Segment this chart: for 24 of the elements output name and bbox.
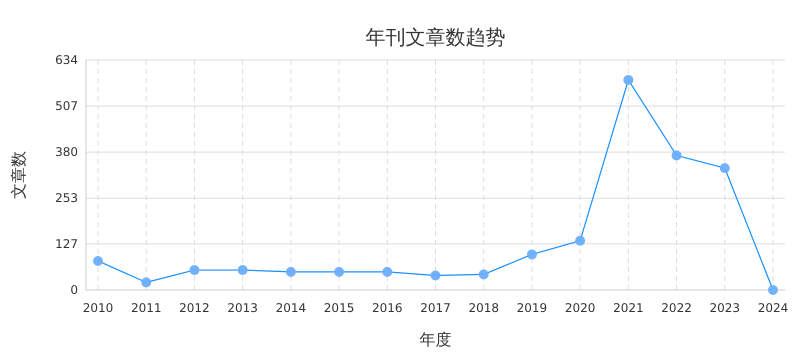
x-tick-label: 2019 xyxy=(516,301,548,315)
y-tick-label: 507 xyxy=(55,99,78,114)
y-tick-label: 127 xyxy=(55,236,78,251)
x-tick-label: 2017 xyxy=(420,301,451,315)
x-axis-title: 年度 xyxy=(420,330,452,349)
y-tick-label: 253 xyxy=(55,191,78,206)
y-tick-label: 634 xyxy=(55,53,78,67)
x-tick-label: 2022 xyxy=(661,301,692,315)
chart-title: 年刊文章数趋势 xyxy=(366,25,506,49)
x-tick-label: 2018 xyxy=(468,301,499,315)
x-tick-label: 2011 xyxy=(130,301,162,315)
x-tick-label: 2012 xyxy=(179,301,210,315)
x-tick-label: 2010 xyxy=(82,301,114,315)
x-tick-label: 2013 xyxy=(227,301,258,315)
x-tick-label: 2015 xyxy=(324,301,354,315)
x-tick-label: 2014 xyxy=(276,301,306,315)
x-tick-label: 2024 xyxy=(758,301,788,315)
x-tick-label: 2021 xyxy=(613,301,644,315)
y-tick-label: 0 xyxy=(70,283,78,297)
y-axis-title: 文章数 xyxy=(9,151,28,199)
y-tick-label: 380 xyxy=(55,145,78,160)
x-tick-label: 2023 xyxy=(710,301,740,315)
x-tick-label: 2020 xyxy=(564,301,596,315)
x-tick-label: 2016 xyxy=(372,301,403,315)
